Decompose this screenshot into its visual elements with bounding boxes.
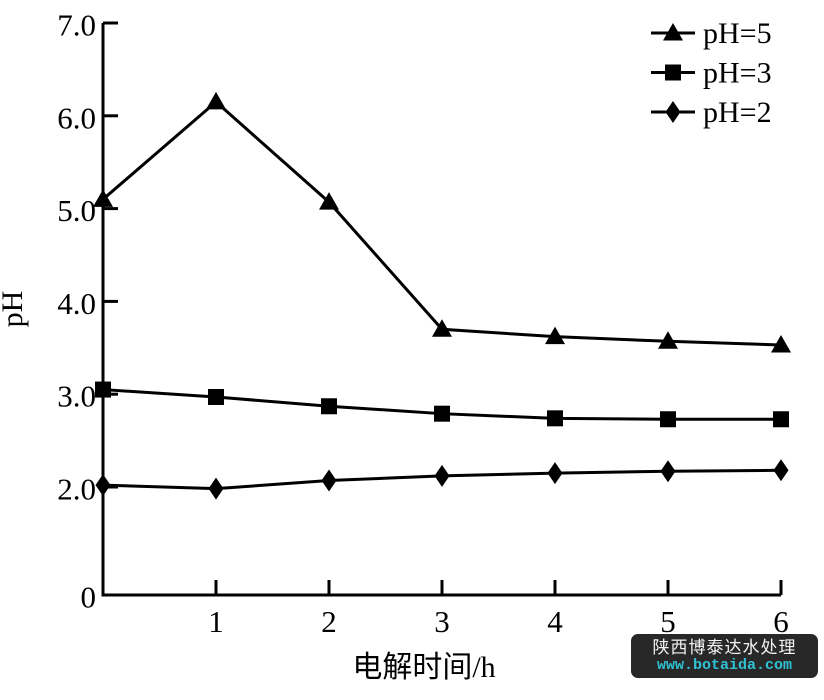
y-tick-label: 7.0 — [57, 8, 96, 43]
series-pH3-marker — [660, 411, 676, 428]
series-pH5-marker — [206, 91, 226, 110]
series-pH2-marker — [321, 469, 337, 492]
series-pH3-marker — [773, 411, 789, 428]
y-tick-label: 4.0 — [57, 286, 96, 321]
series-pH3-marker — [547, 410, 563, 427]
series-pH2-marker — [660, 460, 676, 483]
x-tick-label: 4 — [547, 604, 563, 639]
series-pH3-marker — [434, 405, 450, 422]
series-pH2-marker — [95, 474, 111, 497]
series-pH5-marker — [319, 192, 339, 210]
y-tick-label: 3.0 — [57, 379, 96, 414]
series-pH2-marker — [434, 464, 450, 487]
legend-label: pH=3 — [703, 57, 772, 90]
y-tick-label: 6.0 — [57, 100, 96, 135]
legend-marker-square — [665, 64, 681, 81]
series-pH5-line — [102, 99, 782, 347]
y-tick-label: 0 — [81, 580, 97, 615]
y-tick-label: 5.0 — [57, 193, 96, 228]
x-axis-title: 电解时间/h — [352, 651, 495, 684]
axes — [101, 23, 781, 597]
x-tick-label: 3 — [434, 604, 450, 639]
watermark-url-text: www.botaida.com — [656, 657, 793, 675]
legend-label: pH=2 — [703, 96, 772, 129]
series-pH2-marker — [208, 477, 224, 500]
series-pH3-marker — [95, 381, 111, 398]
legend-marker-diamond — [665, 101, 681, 123]
series-pH5-marker — [432, 319, 452, 337]
series-pH2-marker — [547, 462, 563, 485]
x-tick-label: 1 — [208, 604, 224, 639]
series-pH5-marker — [771, 335, 791, 353]
series-pH2-marker — [773, 459, 789, 482]
y-axis-title: pH — [0, 291, 29, 328]
x-tick-label: 6 — [773, 604, 789, 639]
series-pH5-marker — [93, 189, 113, 207]
watermark-company-text: 陕西博泰达水处理 — [652, 637, 797, 657]
x-tick-label: 2 — [321, 604, 337, 639]
series-pH3-marker — [208, 388, 224, 405]
series-pH5-marker — [658, 331, 678, 349]
watermark: 陕西博泰达水处理 www.botaida.com — [631, 634, 818, 678]
legend-label: pH=5 — [703, 17, 772, 50]
series-pH3-marker — [321, 398, 337, 415]
x-tick-label: 5 — [660, 604, 676, 639]
series-pH5-marker — [545, 326, 565, 345]
y-tick-label: 2.0 — [57, 472, 96, 507]
legend-marker-triangle — [663, 23, 683, 41]
